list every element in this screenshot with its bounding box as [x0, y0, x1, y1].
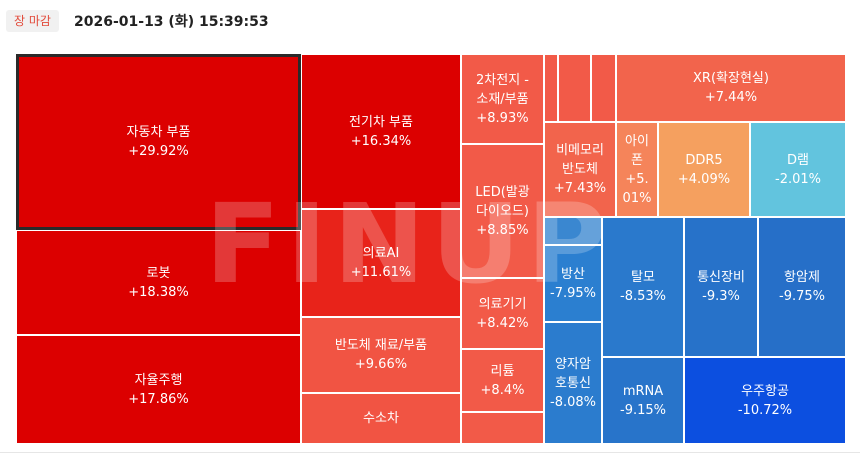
tile-change: -9.75% [779, 289, 825, 304]
tile-name: 의료AI [362, 246, 400, 261]
tile-change: +7.43% [553, 181, 607, 196]
tile-name: D램 [787, 152, 809, 168]
top-bar: 장 마감 2026-01-13 (화) 15:39:53 [0, 0, 860, 44]
tile-name: 자율주행 [134, 372, 183, 388]
tile-name: 폰 [631, 152, 643, 168]
tile-name: 수소차 [363, 411, 399, 426]
tile-change: -9.15% [620, 402, 666, 418]
tile-change: -7.95% [550, 285, 596, 301]
tile-name: 호통신 [555, 375, 591, 391]
tile-change: 01% [622, 190, 652, 206]
treemap-tile-auto-parts[interactable]: 자동차 부품 +29.92% [16, 54, 301, 230]
tile-name: DDR5 [685, 152, 723, 168]
tile-name: 자동차 부품 [126, 125, 191, 140]
tile-change: +7.44% [704, 90, 758, 105]
treemap-tile-medical-device[interactable]: 의료기기 +8.42% [461, 278, 544, 349]
tile-name: 비메모리 [556, 143, 604, 158]
tile-change: +17.86% [128, 391, 189, 407]
treemap-tile-battery-materials[interactable]: 2차전지 - 소재/부품 +8.93% [461, 54, 544, 144]
tile-name: XR(확장현실) [693, 71, 769, 86]
treemap-tile-small-3[interactable] [591, 54, 616, 122]
tile-change: +9.66% [354, 357, 408, 372]
tile-name: 소재/부품 [476, 91, 529, 107]
tile-name: 반도체 [562, 162, 598, 177]
tile-change: +16.34% [350, 133, 412, 149]
tile-change: +8.85% [476, 222, 529, 238]
tile-change: -9.3% [702, 289, 740, 304]
tile-change: +5. [625, 171, 649, 187]
treemap-tile-defense[interactable]: 방산 -7.95% [544, 245, 602, 322]
tile-change: +29.92% [128, 144, 189, 159]
divider [0, 452, 860, 453]
treemap-tile-non-memory[interactable]: 비메모리 반도체 +7.43% [544, 122, 616, 217]
sector-treemap: 자동차 부품 +29.92% 로봇 +18.38% 자율주행 +17.86% 전기차 부품 +… [16, 54, 846, 444]
tile-change: +11.61% [350, 265, 412, 280]
treemap-tile-ddr5[interactable]: DDR5 +4.09% [658, 122, 750, 217]
tile-name: 전기차 부품 [349, 114, 413, 130]
tile-name: 리튬 [490, 363, 515, 379]
tile-name: 우주항공 [741, 383, 789, 399]
tile-change: -8.53% [620, 289, 666, 304]
tile-change: -10.72% [737, 402, 793, 418]
treemap-tile-medical-ai[interactable]: 의료AI +11.61% [301, 209, 461, 317]
tile-name: 통신장비 [697, 270, 745, 285]
tile-name: LED(발광 [475, 184, 530, 200]
tile-name: 탈모 [631, 270, 655, 285]
tile-change: +8.42% [476, 315, 529, 331]
tile-name: 로봇 [146, 265, 171, 281]
market-status-badge: 장 마감 [6, 10, 59, 32]
tile-change: +8.4% [480, 382, 525, 398]
treemap-tile-hair-loss[interactable]: 탈모 -8.53% [602, 217, 684, 357]
market-datetime: 2026-01-13 (화) 15:39:53 [74, 14, 269, 30]
tile-name: 아이 [625, 133, 649, 149]
treemap-tile-ev-parts[interactable]: 전기차 부품 +16.34% [301, 54, 461, 209]
tile-name: 반도체 재료/부품 [334, 338, 428, 353]
treemap-tile-aerospace[interactable]: 우주항공 -10.72% [684, 357, 846, 444]
treemap-tile-robot[interactable]: 로봇 +18.38% [16, 230, 301, 335]
tile-change: -8.08% [550, 394, 596, 410]
treemap-tile-hydrogen-car[interactable]: 수소차 [301, 393, 461, 444]
treemap-tile-xr[interactable]: XR(확장현실) +7.44% [616, 54, 846, 122]
treemap-tile-mrna[interactable]: mRNA -9.15% [602, 357, 684, 444]
tile-change: +4.09% [677, 171, 731, 187]
treemap-tile-small-4[interactable] [461, 412, 544, 444]
tile-name: 방산 [561, 266, 585, 282]
treemap-tile-semi-materials[interactable]: 반도체 재료/부품 +9.66% [301, 317, 461, 393]
treemap-tile-dram[interactable]: D램 -2.01% [750, 122, 846, 217]
treemap-tile-antiviral[interactable]: 항암제 -9.75% [758, 217, 846, 357]
treemap-tile-small-blue[interactable] [544, 217, 602, 245]
treemap-tile-telecom[interactable]: 통신장비 -9.3% [684, 217, 758, 357]
tile-change: +8.93% [476, 110, 529, 126]
tile-name: 양자암 [555, 356, 591, 372]
tile-name: 의료기기 [478, 296, 527, 312]
tile-name: 항암제 [784, 270, 820, 285]
treemap-tile-lithium[interactable]: 리튬 +8.4% [461, 349, 544, 412]
tile-name: mRNA [622, 383, 664, 399]
treemap-tile-autonomous[interactable]: 자율주행 +17.86% [16, 335, 301, 444]
treemap-tile-small-1[interactable] [544, 54, 558, 122]
tile-name: 2차전지 - [476, 72, 529, 88]
tile-name: 다이오드) [476, 203, 529, 219]
tile-change: +18.38% [128, 284, 189, 300]
treemap-tile-small-2[interactable] [558, 54, 591, 122]
tile-change: -2.01% [775, 171, 821, 187]
